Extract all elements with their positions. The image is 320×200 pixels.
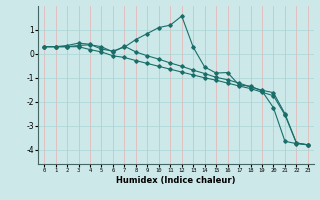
X-axis label: Humidex (Indice chaleur): Humidex (Indice chaleur) [116, 176, 236, 185]
